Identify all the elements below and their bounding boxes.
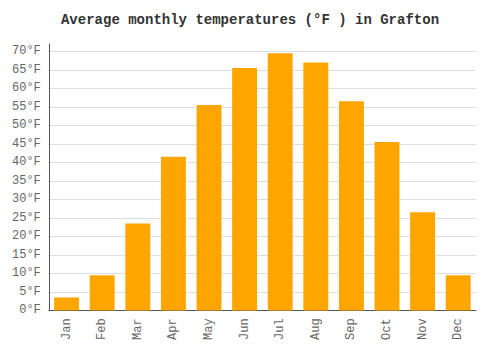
svg-text:55°F: 55°F	[12, 100, 41, 114]
svg-text:Dec: Dec	[451, 318, 465, 340]
svg-text:Oct: Oct	[380, 318, 394, 340]
svg-text:May: May	[202, 318, 216, 340]
svg-text:Jul: Jul	[273, 318, 287, 340]
svg-text:0°F: 0°F	[19, 303, 41, 317]
svg-text:60°F: 60°F	[12, 81, 41, 95]
svg-text:5°F: 5°F	[19, 285, 41, 299]
svg-text:10°F: 10°F	[12, 266, 41, 280]
svg-text:65°F: 65°F	[12, 63, 41, 77]
svg-text:45°F: 45°F	[12, 137, 41, 151]
svg-text:Nov: Nov	[416, 318, 430, 340]
svg-text:50°F: 50°F	[12, 118, 41, 132]
svg-text:Average monthly temperatures (: Average monthly temperatures (°F ) in Gr…	[61, 12, 439, 28]
svg-text:25°F: 25°F	[12, 211, 41, 225]
svg-text:40°F: 40°F	[12, 155, 41, 169]
svg-text:Aug: Aug	[309, 318, 323, 340]
svg-text:Apr: Apr	[166, 318, 180, 340]
svg-text:Jan: Jan	[60, 318, 74, 340]
svg-text:Jun: Jun	[238, 318, 252, 340]
svg-text:20°F: 20°F	[12, 229, 41, 243]
svg-text:Sep: Sep	[344, 318, 358, 340]
svg-text:Mar: Mar	[131, 318, 145, 340]
svg-text:30°F: 30°F	[12, 192, 41, 206]
svg-text:70°F: 70°F	[12, 44, 41, 58]
svg-text:15°F: 15°F	[12, 248, 41, 262]
svg-text:35°F: 35°F	[12, 174, 41, 188]
svg-text:Feb: Feb	[95, 318, 109, 340]
